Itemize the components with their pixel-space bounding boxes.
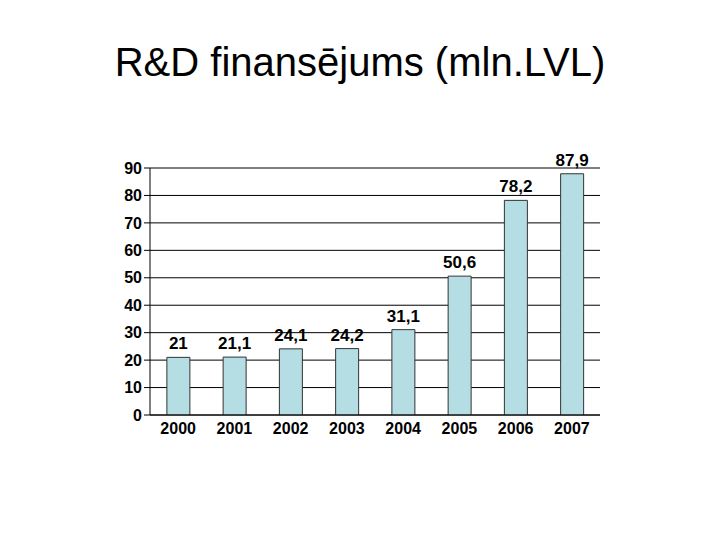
- svg-text:50,6: 50,6: [443, 253, 476, 272]
- svg-text:90: 90: [124, 160, 142, 177]
- svg-text:2000: 2000: [160, 420, 196, 437]
- svg-text:31,1: 31,1: [387, 307, 420, 326]
- svg-text:20: 20: [124, 352, 142, 369]
- svg-text:24,1: 24,1: [274, 326, 307, 345]
- svg-text:80: 80: [124, 187, 142, 204]
- svg-text:40: 40: [124, 297, 142, 314]
- svg-text:60: 60: [124, 242, 142, 259]
- svg-text:10: 10: [124, 379, 142, 396]
- svg-text:30: 30: [124, 324, 142, 341]
- svg-text:24,2: 24,2: [331, 326, 364, 345]
- svg-text:2006: 2006: [498, 420, 534, 437]
- svg-text:2003: 2003: [329, 420, 365, 437]
- svg-text:87,9: 87,9: [556, 151, 589, 170]
- svg-text:2001: 2001: [217, 420, 253, 437]
- svg-text:70: 70: [124, 215, 142, 232]
- svg-text:50: 50: [124, 269, 142, 286]
- html-text:R&D finansējums (mln.LVL): R&D finansējums (mln.LVL): [114, 40, 606, 84]
- svg-text:78,2: 78,2: [499, 177, 532, 196]
- svg-text:21: 21: [169, 334, 188, 353]
- svg-text:0: 0: [133, 407, 142, 424]
- svg-text:2005: 2005: [442, 420, 478, 437]
- svg-text:2004: 2004: [385, 420, 421, 437]
- svg-text:2007: 2007: [554, 420, 590, 437]
- svg-text:2002: 2002: [273, 420, 309, 437]
- svg-text:21,1: 21,1: [218, 334, 251, 353]
